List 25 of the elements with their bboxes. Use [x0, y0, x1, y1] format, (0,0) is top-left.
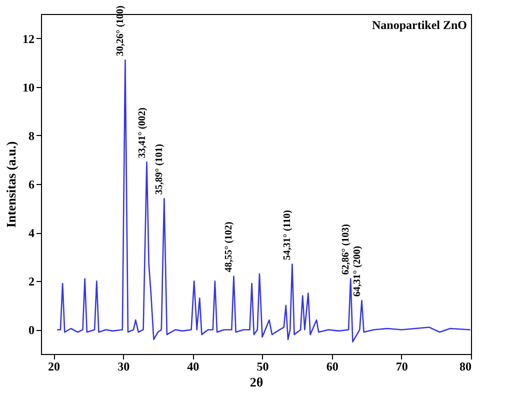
y-tick-label: 2 — [28, 274, 34, 289]
annotation: Nanopartikel ZnO — [372, 18, 467, 32]
x-tick-label: 80 — [460, 360, 472, 374]
y-tick-label: 6 — [28, 178, 34, 192]
annotation: 48,55° (102) — [224, 222, 235, 272]
annotation: 30,26° (100) — [115, 5, 126, 56]
annotation: 35,89° (101) — [154, 144, 166, 195]
x-tick-label: 30 — [118, 360, 130, 374]
x-tick-label: 20 — [48, 360, 60, 374]
x-tick-label: 60 — [326, 360, 338, 374]
annotation: 64,31° (200) — [352, 246, 363, 297]
annotation: 54,31° (110) — [282, 210, 294, 260]
x-axis-title: 2θ — [250, 374, 264, 390]
y-tick-label: 8 — [28, 128, 34, 143]
x-tick-label: 70 — [396, 360, 408, 374]
y-tick-label: 4 — [28, 226, 34, 240]
y-tick-label: 12 — [22, 32, 34, 46]
y-tick-label: 0 — [28, 323, 34, 338]
annotation: 62,86° (103) — [340, 224, 352, 275]
y-tick-label: 10 — [22, 80, 34, 94]
y-axis-title: Intensitas (a.u.) — [4, 141, 18, 228]
line-series — [56, 59, 471, 343]
x-tick-label: 50 — [256, 360, 269, 374]
x-tick-label: 40 — [187, 360, 200, 374]
annotation: 33,41° (002) — [136, 107, 148, 158]
